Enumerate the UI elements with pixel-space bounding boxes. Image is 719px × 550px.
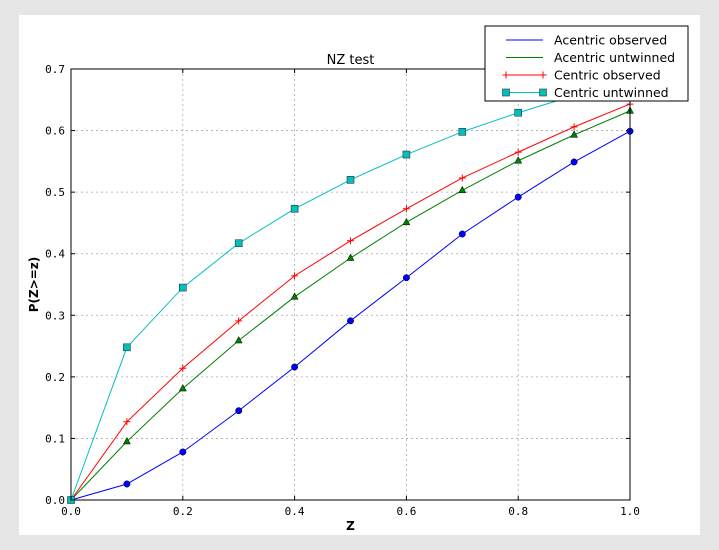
y-tick-label: 0.5 bbox=[45, 186, 65, 199]
legend-item: Acentric untwinned bbox=[506, 50, 675, 65]
data-point bbox=[235, 317, 243, 325]
data-point bbox=[347, 317, 354, 325]
data-point bbox=[291, 363, 299, 371]
data-point bbox=[458, 174, 466, 182]
data-point bbox=[234, 336, 243, 344]
data-point bbox=[346, 176, 355, 184]
y-tick-label: 0.2 bbox=[45, 371, 65, 384]
series-acentric-untwinned bbox=[67, 106, 634, 503]
nz-test-chart: 0.0 0.2 0.4 0.6 0.8 1.0 0.0 0.1 0.2 0.3 0.4 0.5 0.6 0… bbox=[27, 25, 689, 533]
legend-box bbox=[484, 25, 689, 102]
data-point bbox=[179, 364, 187, 372]
x-tick-label: 0.0 bbox=[61, 505, 81, 518]
data-point bbox=[570, 158, 578, 166]
data-point bbox=[458, 128, 467, 136]
data-point bbox=[458, 185, 467, 194]
x-tick-label: 0.8 bbox=[508, 505, 528, 518]
legend-label: Centric observed bbox=[554, 68, 661, 83]
data-point bbox=[402, 274, 410, 282]
data-point bbox=[346, 253, 355, 261]
data-point bbox=[234, 239, 243, 248]
chart-title: NZ test bbox=[327, 53, 375, 68]
data-point bbox=[290, 292, 299, 300]
y-tick-label: 0.4 bbox=[45, 248, 65, 261]
data-point bbox=[347, 237, 354, 245]
y-tick-label: 0.0 bbox=[45, 494, 65, 507]
legend-marker bbox=[502, 71, 510, 79]
legend-marker bbox=[502, 88, 510, 97]
data-point bbox=[570, 123, 578, 131]
x-tick-label: 1.0 bbox=[620, 505, 640, 518]
legend-item: Centric observed bbox=[502, 68, 661, 83]
data-point bbox=[179, 448, 187, 456]
data-point bbox=[235, 407, 243, 415]
y-tick-label: 0.6 bbox=[45, 125, 65, 138]
legend-item: Centric untwinned bbox=[502, 85, 669, 100]
legend-label: Acentric observed bbox=[554, 33, 667, 48]
legend-marker bbox=[539, 71, 547, 79]
data-point bbox=[514, 193, 522, 201]
data-point bbox=[570, 130, 579, 138]
legend: Acentric observed Acentric untwinned Centr… bbox=[484, 25, 689, 102]
data-point bbox=[123, 343, 131, 352]
data-point bbox=[458, 230, 466, 238]
x-tick-label: 0.2 bbox=[173, 505, 193, 518]
data-point bbox=[402, 150, 411, 159]
data-point bbox=[123, 418, 131, 426]
y-tick-label: 0.1 bbox=[45, 432, 65, 445]
data-point bbox=[514, 156, 523, 164]
x-tick-label: 0.4 bbox=[285, 505, 305, 518]
x-tick-label: 0.6 bbox=[396, 505, 416, 518]
data-point bbox=[290, 204, 299, 213]
legend-label: Acentric untwinned bbox=[554, 50, 675, 65]
figure: 0.0 0.2 0.4 0.6 0.8 1.0 0.0 0.1 0.2 0.3 0.4 0.5 0.6 0… bbox=[19, 15, 700, 535]
data-point bbox=[514, 108, 523, 117]
data-point bbox=[402, 217, 411, 226]
data-point bbox=[402, 205, 410, 213]
plot-area bbox=[71, 69, 630, 500]
data-point bbox=[123, 480, 131, 488]
data-point bbox=[179, 283, 187, 292]
legend-marker bbox=[539, 88, 547, 97]
y-axis-label: P(Z>=z) bbox=[27, 257, 41, 313]
data-point bbox=[122, 436, 131, 445]
data-point bbox=[291, 272, 299, 280]
y-tick-label: 0.7 bbox=[45, 63, 65, 76]
axes-frame bbox=[70, 68, 631, 501]
data-point bbox=[178, 384, 187, 392]
legend-item: Acentric observed bbox=[506, 33, 667, 48]
legend-label: Centric untwinned bbox=[554, 85, 669, 100]
x-axis-label: Z bbox=[346, 519, 355, 533]
data-point bbox=[514, 148, 522, 156]
y-tick-label: 0.3 bbox=[45, 309, 65, 322]
